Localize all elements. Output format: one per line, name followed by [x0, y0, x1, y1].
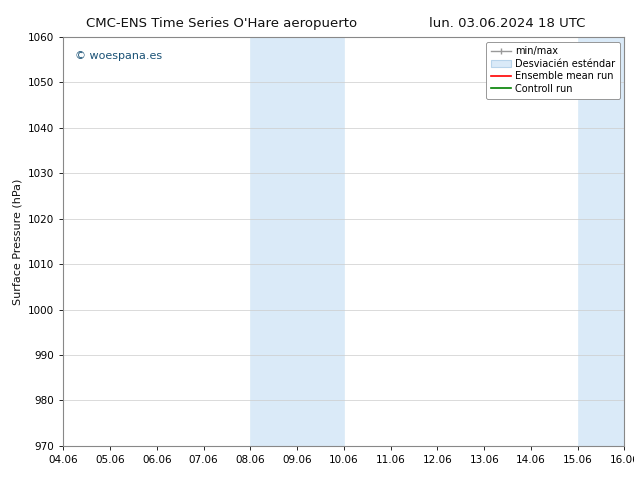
Text: CMC-ENS Time Series O'Hare aeropuerto: CMC-ENS Time Series O'Hare aeropuerto: [86, 17, 358, 30]
Text: © woespana.es: © woespana.es: [75, 51, 162, 61]
Bar: [578, 37, 634, 446]
Y-axis label: Surface Pressure (hPa): Surface Pressure (hPa): [13, 178, 23, 304]
Bar: [250, 37, 344, 446]
Legend: min/max, Desviacién esténdar, Ensemble mean run, Controll run: min/max, Desviacién esténdar, Ensemble m…: [486, 42, 619, 98]
Text: lun. 03.06.2024 18 UTC: lun. 03.06.2024 18 UTC: [429, 17, 585, 30]
